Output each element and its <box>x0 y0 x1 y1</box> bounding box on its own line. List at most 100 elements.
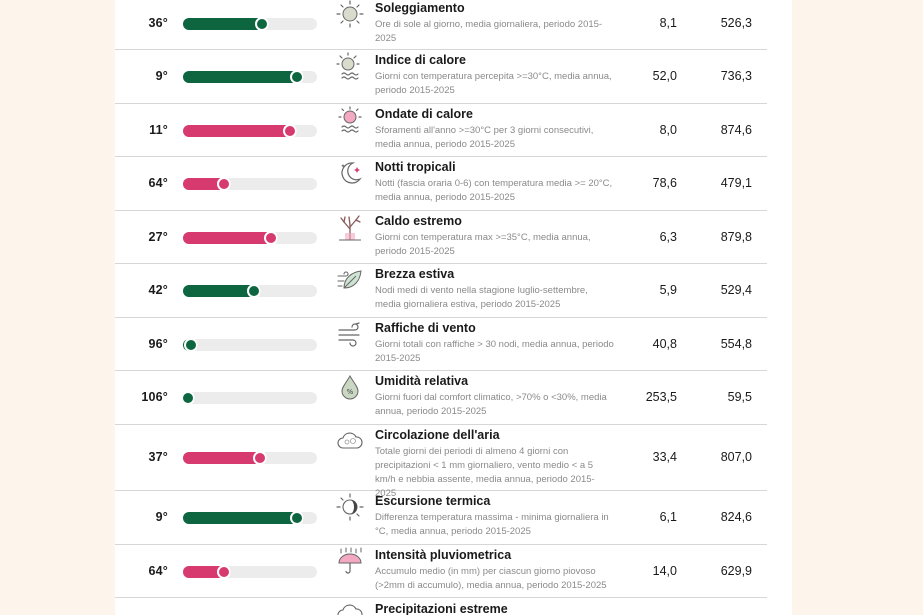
rank-value: 9° <box>155 69 168 83</box>
level-bar-fill <box>183 452 267 464</box>
indicator-title: Caldo estremo <box>375 214 462 228</box>
level-bar-marker <box>184 338 198 352</box>
indicator-value: 40,8 <box>652 337 677 351</box>
indicator-title: Circolazione dell'aria <box>375 428 500 442</box>
level-bar <box>183 451 317 465</box>
umbrella-rain-icon <box>336 547 364 575</box>
indicator-title: Ondate di calore <box>375 107 473 121</box>
indicator-row: Precipitazioni estreme <box>115 598 767 615</box>
indicator-row: 42° Brezza estiva Nodi medi di vento nella… <box>115 264 767 318</box>
level-bar <box>183 511 317 525</box>
rank-value: 96° <box>148 337 168 351</box>
indicator-score: 479,1 <box>720 176 752 190</box>
indicator-score: 736,3 <box>720 69 752 83</box>
indicator-title: Brezza estiva <box>375 267 455 281</box>
indicator-description: Ore di sole al giorno, media giornaliera… <box>375 19 603 44</box>
level-bar-marker <box>290 511 304 525</box>
level-bar-fill <box>183 18 269 30</box>
rank-value: 37° <box>148 450 168 464</box>
level-bar-marker <box>217 177 231 191</box>
indicator-title: Precipitazioni estreme <box>375 602 508 615</box>
level-bar-marker <box>181 391 195 405</box>
level-bar <box>181 391 317 405</box>
indicator-row: 11° Ondate di calore Sforamenti all'anno >… <box>115 104 767 157</box>
rank-value: 36° <box>148 16 168 30</box>
indicator-row: 36° Soleggiamento Ore di sole al giorno, m… <box>115 0 767 50</box>
level-bar <box>183 17 317 31</box>
heat-index-icon <box>336 52 364 80</box>
rank-value: 11° <box>149 123 168 137</box>
indicator-title: Notti tropicali <box>375 160 456 174</box>
svg-text:%: % <box>347 388 354 396</box>
indicator-row: 9° Escursione termica Differenza temperatu… <box>115 491 767 545</box>
level-bar-marker <box>255 17 269 31</box>
indicator-score: 824,6 <box>720 510 752 524</box>
level-bar-fill <box>183 125 297 137</box>
climate-indicators-panel: 36° Soleggiamento Ore di sole al giorno, m… <box>115 0 792 615</box>
level-bar-marker <box>290 70 304 84</box>
indicator-row: 96° Raffiche di vento Giorni totali con ra… <box>115 318 767 371</box>
day-night-icon <box>336 493 364 521</box>
indicator-row: 27° Caldo estremo Giorni con temperatura m… <box>115 211 767 264</box>
level-bar <box>183 177 317 191</box>
level-bar-fill <box>183 512 304 524</box>
indicator-value: 253,5 <box>645 390 677 404</box>
indicator-value: 33,4 <box>652 450 677 464</box>
indicator-score: 529,4 <box>720 283 752 297</box>
indicator-title: Escursione termica <box>375 494 491 508</box>
indicator-score: 59,5 <box>727 390 752 404</box>
indicator-value: 6,3 <box>659 230 677 244</box>
indicator-title: Umidità relativa <box>375 374 469 388</box>
breeze-leaf-icon <box>336 266 364 294</box>
level-bar <box>183 284 317 298</box>
level-bar <box>183 124 317 138</box>
level-bar-marker <box>264 231 278 245</box>
indicator-description: Notti (fascia oraria 0-6) con temperatur… <box>375 178 613 203</box>
rank-value: 9° <box>155 510 168 524</box>
sun-icon <box>336 0 364 28</box>
indicator-description: Sforamenti all'anno >=30°C per 3 giorni … <box>375 125 594 150</box>
level-bar-fill <box>183 232 278 244</box>
level-bar <box>183 231 317 245</box>
level-bar-marker <box>217 565 231 579</box>
indicator-value: 78,6 <box>652 176 677 190</box>
wind-icon <box>336 320 364 348</box>
indicator-description: Accumulo medio (in mm) per ciascun giorn… <box>375 566 607 591</box>
indicator-description: Nodi medi di vento nella stagione luglio… <box>375 285 588 310</box>
indicator-description: Giorni con temperatura percepita >=30°C,… <box>375 71 612 96</box>
indicator-score: 526,3 <box>720 16 752 30</box>
indicator-score: 554,8 <box>720 337 752 351</box>
indicator-row: 106°% Umidità relativa Giorni fuori dal co… <box>115 371 767 425</box>
rank-value: 27° <box>148 230 168 244</box>
indicator-row: 9° Indice di calore Giorni con temperatura… <box>115 50 767 104</box>
level-bar <box>183 338 317 352</box>
indicator-score: 807,0 <box>720 450 752 464</box>
indicator-score: 629,9 <box>720 564 752 578</box>
indicator-score: 874,6 <box>720 123 752 137</box>
indicator-row: 64° Notti tropicali Notti (fascia oraria 0… <box>115 157 767 211</box>
rank-value: 64° <box>148 176 168 190</box>
humidity-drop-icon: % <box>336 373 364 401</box>
indicator-score: 879,8 <box>720 230 752 244</box>
indicator-title: Soleggiamento <box>375 1 465 15</box>
level-bar-fill <box>183 285 261 297</box>
indicator-title: Intensità pluviometrica <box>375 548 512 562</box>
indicator-description: Giorni fuori dal comfort climatico, >70%… <box>375 392 607 417</box>
indicator-value: 6,1 <box>659 510 677 524</box>
level-bar <box>183 70 317 84</box>
indicator-description: Totale giorni dei periodi di almeno 4 gi… <box>375 446 595 499</box>
indicator-value: 8,1 <box>659 16 677 30</box>
indicator-value: 5,9 <box>659 283 677 297</box>
rank-value: 106° <box>141 390 168 404</box>
indicator-description: Giorni totali con raffiche > 30 nodi, me… <box>375 339 614 364</box>
indicator-value: 52,0 <box>652 69 677 83</box>
indicator-row: 37° Circolazione dell'aria Totale giorni d… <box>115 425 767 499</box>
indicator-title: Indice di calore <box>375 53 467 67</box>
rank-value: 42° <box>148 283 168 297</box>
level-bar <box>183 565 317 579</box>
dry-tree-icon <box>336 213 364 241</box>
level-bar-marker <box>253 451 267 465</box>
level-bar-marker <box>283 124 297 138</box>
indicator-value: 8,0 <box>659 123 677 137</box>
storm-cloud-icon <box>336 602 364 615</box>
